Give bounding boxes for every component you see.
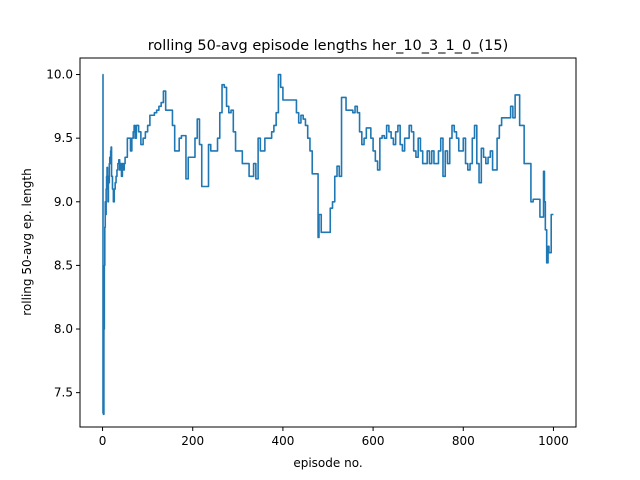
y-tick-label: 9.5 — [54, 131, 73, 145]
chart-title: rolling 50-avg episode lengths her_10_3_… — [148, 38, 508, 54]
y-tick-label: 8.5 — [54, 258, 73, 272]
axes-frame — [79, 57, 577, 428]
y-tick-label: 9.0 — [54, 195, 73, 209]
x-axis-label: episode no. — [293, 456, 362, 470]
y-axis-label: rolling 50-avg ep. length — [20, 168, 34, 315]
plot-area — [102, 73, 554, 416]
x-tick-label: 1000 — [538, 434, 569, 448]
x-axis-ticks: 0 200 400 600 800 1000 — [99, 427, 569, 448]
y-tick-label: 10.0 — [46, 68, 73, 82]
y-axis-ticks: 7.5 8.0 8.5 9.0 9.5 10.0 — [46, 68, 80, 400]
x-tick-label: 200 — [181, 434, 204, 448]
y-tick-label: 7.5 — [54, 386, 73, 400]
x-tick-label: 600 — [362, 434, 385, 448]
x-tick-label: 800 — [452, 434, 475, 448]
y-tick-label: 8.0 — [54, 322, 73, 336]
x-tick-label: 400 — [271, 434, 294, 448]
x-tick-label: 0 — [99, 434, 107, 448]
series-line — [102, 73, 554, 416]
